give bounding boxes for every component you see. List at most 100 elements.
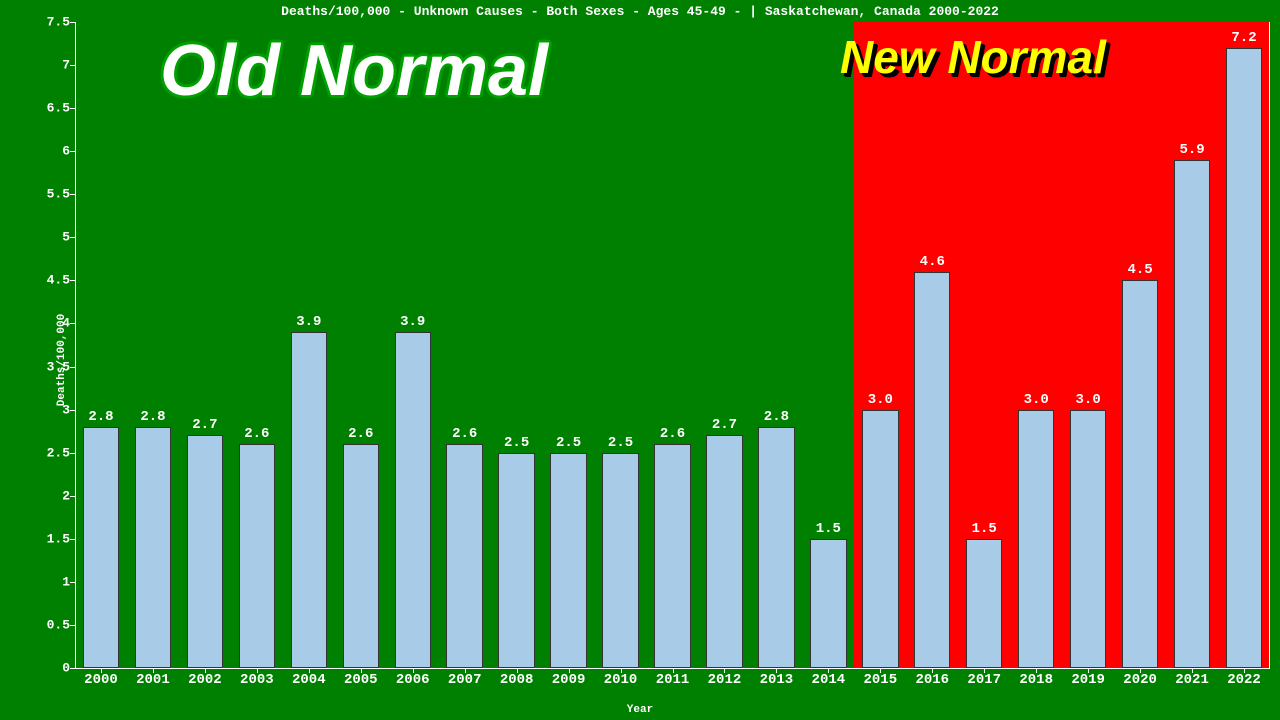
bar-value-label: 3.0 xyxy=(1024,392,1049,408)
x-tick-label: 2003 xyxy=(240,672,274,688)
bar xyxy=(83,427,119,668)
bar-value-label: 2.7 xyxy=(712,417,737,433)
bar-value-label: 4.5 xyxy=(1127,262,1152,278)
x-tick-mark xyxy=(1036,668,1037,673)
x-tick-label: 2000 xyxy=(84,672,118,688)
bar xyxy=(1174,160,1210,668)
x-tick-mark xyxy=(776,668,777,673)
bar-value-label: 2.8 xyxy=(88,409,113,425)
bar-value-label: 1.5 xyxy=(972,521,997,537)
y-tick-label: 5 xyxy=(30,230,70,245)
bar xyxy=(239,444,275,668)
x-tick-mark xyxy=(1192,668,1193,673)
y-tick-mark xyxy=(70,22,75,23)
bar xyxy=(1226,48,1262,668)
y-tick-mark xyxy=(70,496,75,497)
x-tick-label: 2020 xyxy=(1123,672,1157,688)
bar xyxy=(498,453,534,668)
x-tick-mark xyxy=(724,668,725,673)
x-tick-label: 2006 xyxy=(396,672,430,688)
bar xyxy=(135,427,171,668)
x-tick-mark xyxy=(880,668,881,673)
bar-value-label: 3.0 xyxy=(1076,392,1101,408)
bar-value-label: 1.5 xyxy=(816,521,841,537)
y-tick-label: 5.5 xyxy=(30,187,70,202)
bar xyxy=(395,332,431,668)
y-tick-mark xyxy=(70,323,75,324)
x-tick-mark xyxy=(1088,668,1089,673)
bar-value-label: 2.5 xyxy=(608,435,633,451)
y-tick-label: 3.5 xyxy=(30,359,70,374)
bar xyxy=(187,435,223,668)
x-tick-mark xyxy=(309,668,310,673)
x-tick-mark xyxy=(984,668,985,673)
y-tick-label: 1.5 xyxy=(30,531,70,546)
x-tick-label: 2022 xyxy=(1227,672,1261,688)
bar-value-label: 5.9 xyxy=(1179,142,1204,158)
bar xyxy=(291,332,327,668)
y-tick-label: 3 xyxy=(30,402,70,417)
y-tick-label: 2 xyxy=(30,488,70,503)
bar-value-label: 2.6 xyxy=(244,426,269,442)
bar xyxy=(706,435,742,668)
x-tick-mark xyxy=(153,668,154,673)
x-tick-label: 2012 xyxy=(708,672,742,688)
bar xyxy=(1122,280,1158,668)
bar xyxy=(602,453,638,668)
y-tick-label: 0 xyxy=(30,661,70,676)
y-tick-mark xyxy=(70,237,75,238)
bar-value-label: 2.6 xyxy=(660,426,685,442)
y-tick-mark xyxy=(70,108,75,109)
x-tick-label: 2011 xyxy=(656,672,690,688)
x-tick-mark xyxy=(1244,668,1245,673)
bar xyxy=(550,453,586,668)
x-tick-label: 2015 xyxy=(864,672,898,688)
y-tick-label: 1 xyxy=(30,574,70,589)
y-tick-label: 7 xyxy=(30,58,70,73)
y-tick-label: 6 xyxy=(30,144,70,159)
bar xyxy=(1018,410,1054,668)
bar-value-label: 2.6 xyxy=(348,426,373,442)
bar xyxy=(758,427,794,668)
x-tick-label: 2018 xyxy=(1019,672,1053,688)
y-tick-label: 6.5 xyxy=(30,101,70,116)
y-tick-label: 2.5 xyxy=(30,445,70,460)
x-tick-mark xyxy=(673,668,674,673)
new-normal-label: New Normal xyxy=(840,30,1106,84)
bar-value-label: 7.2 xyxy=(1231,30,1256,46)
x-tick-mark xyxy=(205,668,206,673)
y-tick-mark xyxy=(70,539,75,540)
x-tick-mark xyxy=(1140,668,1141,673)
x-tick-label: 2013 xyxy=(760,672,794,688)
bar-value-label: 3.9 xyxy=(400,314,425,330)
axis-line xyxy=(1269,22,1270,668)
bar xyxy=(862,410,898,668)
y-tick-label: 7.5 xyxy=(30,15,70,30)
chart-title: Deaths/100,000 - Unknown Causes - Both S… xyxy=(0,4,1280,19)
y-tick-mark xyxy=(70,367,75,368)
x-tick-label: 2004 xyxy=(292,672,326,688)
bar xyxy=(446,444,482,668)
old-normal-label: Old Normal xyxy=(160,30,548,112)
y-tick-mark xyxy=(70,668,75,669)
x-tick-label: 2021 xyxy=(1175,672,1209,688)
x-tick-mark xyxy=(361,668,362,673)
x-tick-mark xyxy=(101,668,102,673)
x-tick-label: 2017 xyxy=(967,672,1001,688)
x-tick-mark xyxy=(828,668,829,673)
x-tick-label: 2014 xyxy=(812,672,846,688)
y-tick-mark xyxy=(70,151,75,152)
y-tick-mark xyxy=(70,194,75,195)
bar-value-label: 2.8 xyxy=(140,409,165,425)
bar-value-label: 3.0 xyxy=(868,392,893,408)
x-tick-mark xyxy=(517,668,518,673)
x-tick-label: 2016 xyxy=(915,672,949,688)
bar xyxy=(810,539,846,668)
x-tick-label: 2007 xyxy=(448,672,482,688)
bar-value-label: 2.6 xyxy=(452,426,477,442)
bar xyxy=(914,272,950,668)
y-tick-mark xyxy=(70,453,75,454)
x-tick-label: 2005 xyxy=(344,672,378,688)
y-tick-label: 0.5 xyxy=(30,617,70,632)
y-tick-mark xyxy=(70,582,75,583)
